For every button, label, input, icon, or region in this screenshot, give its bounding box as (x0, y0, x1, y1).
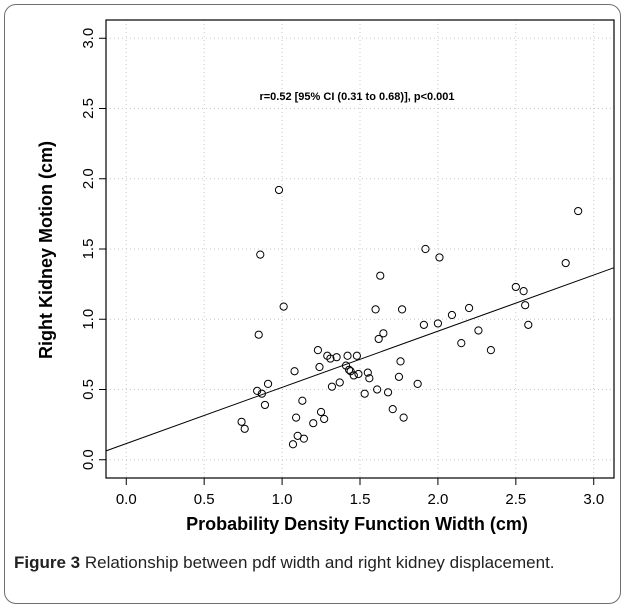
data-point (263, 379, 273, 388)
data-point (316, 407, 326, 417)
data-points (237, 185, 583, 449)
data-point (256, 250, 265, 259)
x-tick-label: 0.0 (116, 491, 137, 508)
data-point (332, 353, 341, 362)
data-point (292, 413, 301, 422)
data-point (279, 302, 288, 311)
y-tick-label: 1.0 (80, 309, 97, 330)
data-point (299, 434, 309, 443)
data-point (320, 414, 329, 424)
y-axis-label: Right Kidney Motion (cm) (36, 141, 56, 359)
data-point (327, 382, 337, 391)
x-tick-label: 3.0 (583, 491, 604, 508)
data-point (237, 417, 246, 426)
regression-line (105, 267, 615, 452)
data-point (383, 388, 393, 397)
data-point (290, 367, 299, 376)
x-tick-label: 2.0 (427, 491, 448, 508)
x-tick-label: 2.5 (505, 491, 526, 508)
data-point (457, 339, 466, 348)
y-tick-label: 1.5 (80, 239, 97, 260)
data-point (349, 371, 358, 380)
data-point (344, 365, 354, 374)
x-axis-ticks: 0.0 0.5 1.0 1.5 2.0 2.5 3.0 (116, 478, 604, 508)
data-point (288, 440, 298, 449)
data-point (521, 301, 530, 310)
y-tick-label: 0.5 (80, 379, 97, 400)
data-point (561, 258, 570, 268)
data-point (240, 424, 249, 433)
data-point (371, 305, 380, 314)
data-point (433, 319, 443, 328)
correlation-annotation: r=0.52 [95% CI (0.31 to 0.68)], p<0.001 (259, 91, 454, 103)
x-tick-label: 1.5 (350, 491, 371, 508)
data-point (519, 287, 528, 296)
data-point (365, 374, 374, 383)
data-point (260, 400, 270, 410)
caption-text: Relationship between pdf width and right… (80, 553, 555, 572)
x-tick-label: 1.0 (272, 491, 293, 508)
figure-caption: Figure 3 Relationship between pdf width … (14, 550, 614, 575)
x-tick-label: 0.5 (194, 491, 215, 508)
data-point (435, 253, 444, 262)
grid-lines (106, 20, 614, 478)
data-point (373, 385, 382, 394)
data-point (363, 368, 372, 377)
data-point (397, 305, 407, 314)
data-point (274, 185, 284, 195)
data-point (374, 334, 383, 344)
data-point (254, 330, 263, 339)
data-point (354, 369, 363, 379)
scatter-chart: 0.0 0.5 1.0 1.5 2.0 2.5 3.0 0.0 0.5 1.0 1.5 2.0 2.5… (36, 19, 615, 534)
data-point (574, 206, 583, 216)
data-point (315, 362, 324, 372)
y-tick-label: 3.0 (80, 28, 97, 49)
y-tick-label: 2.5 (80, 98, 97, 119)
data-point (335, 378, 344, 387)
y-axis-ticks: 0.0 0.5 1.0 1.5 2.0 2.5 3.0 (80, 28, 106, 470)
data-point (309, 419, 318, 428)
data-point (257, 389, 266, 398)
data-point (379, 329, 388, 338)
data-point (474, 326, 483, 335)
data-point (464, 303, 474, 313)
data-point (298, 396, 307, 405)
data-point (313, 346, 323, 355)
data-point (396, 357, 405, 366)
data-point (511, 282, 520, 292)
data-point (421, 244, 430, 254)
data-point (486, 346, 495, 355)
figure-frame (4, 4, 621, 604)
data-point (447, 310, 457, 320)
y-tick-label: 0.0 (80, 449, 97, 470)
caption-label: Figure 3 (14, 553, 81, 572)
data-point (376, 271, 385, 280)
data-point (326, 354, 335, 363)
data-point (413, 379, 422, 388)
y-tick-label: 2.0 (80, 168, 97, 189)
data-point (352, 351, 361, 360)
data-point (524, 320, 533, 329)
data-point (343, 351, 352, 360)
data-point (419, 320, 428, 329)
x-axis-label: Probability Density Function Width (cm) (186, 514, 528, 534)
data-point (394, 372, 404, 381)
data-point (253, 386, 262, 395)
data-point (399, 413, 408, 422)
data-point (360, 389, 369, 398)
data-point (388, 405, 397, 414)
